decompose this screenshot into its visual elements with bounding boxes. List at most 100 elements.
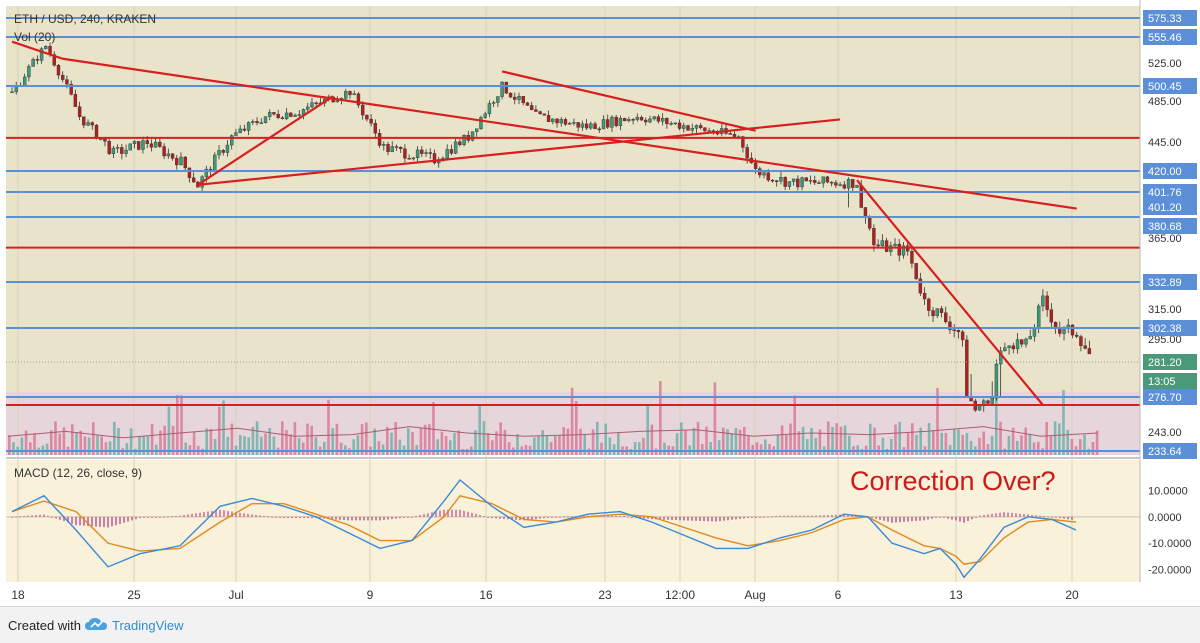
candle-body (259, 122, 263, 124)
volume-bar (474, 430, 477, 455)
trendline (11, 40, 64, 60)
volume-bar (734, 427, 738, 455)
volume-bar (360, 424, 364, 455)
tradingview-link[interactable]: TradingView (112, 618, 184, 633)
volume-bar (969, 440, 973, 455)
macd-histogram-bar (99, 516, 101, 527)
macd-histogram-bar (219, 509, 221, 517)
macd-histogram-bar (927, 516, 929, 520)
candle-body (838, 184, 842, 186)
volume-bar (125, 442, 129, 455)
candle-body (22, 76, 27, 86)
volume-bar (323, 441, 326, 455)
price-level-label: 401.20 (1148, 202, 1182, 214)
candle-body (682, 125, 686, 129)
volume-bar (692, 427, 696, 455)
macd-histogram-bar (563, 516, 565, 518)
macd-histogram-bar (123, 516, 125, 523)
macd-tick-label: 0.0000 (1148, 512, 1182, 524)
volume-bar (243, 436, 246, 455)
candle-body (1020, 339, 1024, 345)
macd-histogram-bar (883, 516, 885, 521)
price-level-badge (1143, 274, 1197, 290)
macd-histogram-bar (979, 515, 981, 517)
volume-bar (335, 423, 339, 455)
macd-tick-label: -20.0000 (1148, 564, 1191, 576)
candle-body (783, 177, 787, 187)
macd-histogram-bar (431, 512, 433, 517)
macd-histogram-bar (291, 516, 293, 519)
candle-body (1036, 305, 1041, 328)
macd-histogram-bar (491, 516, 493, 519)
candle-body (1011, 345, 1016, 350)
candle-body (272, 112, 276, 115)
candle-body (103, 138, 107, 142)
candle-body (741, 136, 745, 148)
trendline (197, 118, 841, 186)
volume-bar (423, 424, 427, 455)
volume-bar (680, 422, 683, 455)
x-axis-label: 16 (479, 588, 493, 602)
macd-histogram-bar (283, 516, 285, 519)
macd-histogram-bar (51, 516, 53, 518)
candle-body (508, 92, 513, 98)
candle-body (504, 81, 509, 94)
candle-body (859, 185, 863, 208)
macd-histogram-bar (711, 516, 713, 522)
candle-body (707, 130, 711, 132)
volume-bar (696, 421, 700, 455)
macd-histogram-bar (687, 516, 689, 521)
macd-histogram-bar (131, 516, 133, 521)
candle-body (128, 143, 133, 151)
candle-body (610, 116, 614, 128)
volume-bar (1045, 422, 1048, 455)
candle-body (90, 122, 94, 126)
macd-histogram-bar (31, 515, 33, 517)
volume-bar (293, 422, 297, 455)
macd-histogram-bar (663, 516, 665, 520)
macd-histogram-bar (803, 515, 805, 517)
volume-bar (1070, 439, 1074, 455)
candle-body (918, 278, 923, 294)
x-axis-label: 9 (367, 588, 374, 602)
macd-histogram-bar (747, 516, 749, 519)
macd-histogram-bar (251, 514, 253, 517)
volume-bar (24, 430, 28, 455)
macd-histogram-bar (95, 516, 97, 527)
volume-bar (612, 444, 616, 455)
volume-bar (1020, 435, 1023, 455)
volume-bar (1011, 427, 1015, 455)
candle-body (1070, 324, 1075, 336)
candle-body (631, 119, 635, 121)
candle-body (86, 122, 90, 126)
tradingview-cloud-icon[interactable] (84, 616, 108, 639)
macd-histogram-bar (703, 516, 705, 522)
macd-histogram-bar (63, 516, 65, 522)
candle-body (855, 185, 859, 188)
candle-body (965, 339, 969, 398)
volume-bar (995, 382, 998, 455)
macd-histogram-bar (259, 515, 261, 517)
volume-bar (906, 432, 910, 455)
footer-bar: Created with TradingView (0, 606, 1200, 643)
volume-bar (507, 442, 511, 455)
macd-histogram-bar (467, 511, 469, 517)
chart-canvas[interactable]: 18 25 Jul 9 16 23 12:00 Aug 6 13 20 525.00 485.00 445… (0, 0, 1200, 606)
candle-body (1015, 339, 1020, 350)
macd-histogram-bar (139, 516, 141, 519)
volume-bar (8, 435, 11, 455)
volume-bar (209, 428, 213, 455)
price-level-badge (1143, 184, 1197, 200)
candle-body (944, 312, 948, 323)
volume-bar (218, 406, 221, 455)
macd-histogram-bar (791, 515, 793, 517)
volume-bar (617, 432, 620, 455)
trendline (62, 57, 1077, 210)
volume-bar (575, 401, 578, 455)
volume-bar (810, 427, 813, 455)
macd-histogram-bar (183, 515, 185, 517)
candle-body (280, 117, 285, 119)
candle-body (369, 118, 373, 124)
volume-bar (776, 434, 780, 455)
